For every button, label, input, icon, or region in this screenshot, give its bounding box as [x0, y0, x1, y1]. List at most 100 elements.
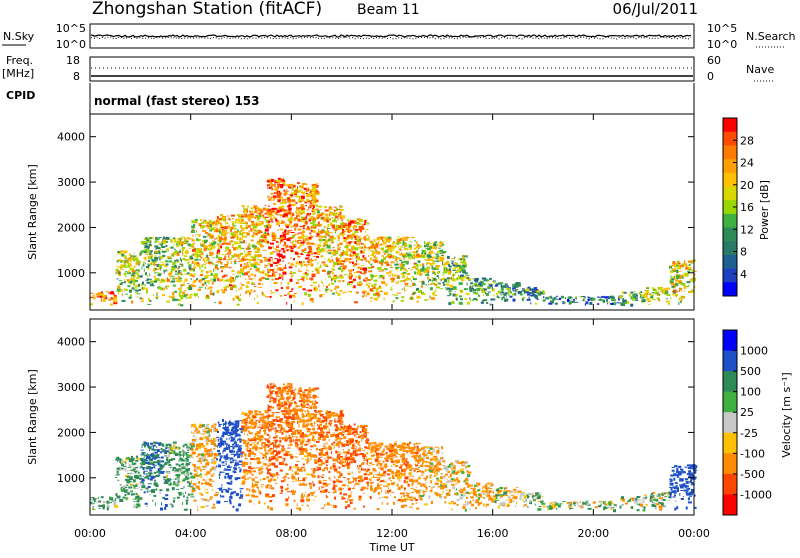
scatter-cell — [244, 250, 245, 252]
scatter-cell — [241, 214, 244, 216]
scatter-cell — [113, 502, 116, 505]
scatter-cell — [293, 272, 296, 274]
scatter-cell — [235, 477, 237, 479]
scatter-cell — [117, 289, 120, 292]
scatter-cell — [684, 261, 686, 262]
scatter-cell — [302, 231, 305, 233]
scatter-cell — [292, 188, 294, 191]
scatter-cell — [387, 245, 391, 247]
scatter-cell — [307, 226, 309, 229]
scatter-cell — [183, 493, 184, 495]
cpid-text: normal (fast stereo) 153 — [94, 94, 260, 108]
scatter-cell — [222, 455, 223, 457]
scatter-cell — [397, 242, 398, 245]
scatter-cell — [232, 218, 234, 219]
scatter-cell — [287, 249, 289, 251]
scatter-cell — [530, 302, 531, 304]
scatter-cell — [193, 424, 196, 427]
scatter-cell — [115, 477, 117, 478]
scatter-cell — [432, 257, 435, 259]
scatter-cell — [332, 268, 334, 269]
scatter-cell — [301, 265, 303, 267]
scatter-cell — [691, 263, 692, 264]
scatter-cell — [124, 279, 125, 281]
scatter-cell — [671, 278, 674, 280]
scatter-cell — [180, 250, 181, 251]
scatter-cell — [160, 466, 164, 468]
scatter-cell — [220, 453, 221, 455]
scatter-cell — [224, 238, 227, 240]
scatter-cell — [202, 284, 204, 286]
scatter-cell — [293, 244, 296, 246]
scatter-cell — [325, 279, 326, 280]
scatter-cell — [350, 292, 352, 293]
scatter-cell — [202, 230, 206, 232]
scatter-cell — [556, 296, 558, 297]
scatter-cell — [172, 487, 175, 490]
scatter-cell — [127, 259, 129, 262]
scatter-cell — [514, 293, 516, 295]
scatter-cell — [313, 230, 316, 233]
scatter-cell — [236, 426, 237, 427]
scatter-cell — [309, 232, 311, 234]
scatter-cell — [207, 227, 211, 229]
scatter-cell — [133, 256, 136, 257]
scatter-cell — [153, 448, 154, 450]
scatter-cell — [199, 433, 201, 434]
scatter-cell — [544, 300, 545, 302]
scatter-cell — [243, 475, 246, 476]
scatter-cell — [240, 264, 242, 267]
scatter-cell — [212, 507, 216, 509]
scatter-cell — [583, 297, 585, 299]
scatter-cell — [392, 278, 395, 280]
scatter-cell — [203, 479, 205, 481]
scatter-cell — [162, 255, 165, 257]
scatter-cell — [274, 197, 277, 199]
scatter-cell — [455, 267, 459, 268]
scatter-cell — [324, 206, 327, 208]
scatter-cell — [295, 239, 296, 242]
scatter-cell — [186, 502, 188, 505]
scatter-cell — [268, 225, 270, 227]
scatter-cell — [262, 457, 264, 459]
scatter-cell — [314, 217, 315, 220]
scatter-cell — [280, 217, 281, 218]
nave-tick-low: 0 — [707, 70, 714, 83]
scatter-cell — [291, 275, 294, 277]
scatter-cell — [275, 258, 278, 259]
scatter-cell — [146, 454, 149, 456]
scatter-cell — [233, 247, 236, 250]
scatter-cell — [265, 239, 268, 242]
scatter-cell — [349, 225, 351, 227]
scatter-cell — [413, 255, 415, 258]
scatter-cell — [218, 439, 219, 442]
scatter-cell — [157, 241, 159, 242]
scatter-cell — [346, 255, 349, 256]
scatter-cell — [146, 241, 150, 242]
scatter-cell — [219, 459, 221, 462]
scatter-cell — [210, 237, 212, 239]
scatter-cell — [144, 457, 145, 460]
scatter-cell — [442, 274, 444, 275]
nsky-trace — [91, 35, 691, 39]
scatter-cell — [130, 484, 133, 486]
scatter-cell — [473, 292, 476, 294]
scatter-cell — [684, 286, 687, 289]
nsky-line — [91, 35, 691, 37]
scatter-cell — [186, 237, 189, 238]
scatter-cell — [364, 220, 366, 223]
scatter-cell — [313, 200, 316, 201]
scatter-cell — [301, 213, 302, 215]
scatter-cell — [370, 297, 372, 299]
scatter-cell — [219, 254, 220, 255]
scatter-cell — [239, 288, 240, 290]
scatter-cell — [320, 242, 322, 243]
scatter-cell — [190, 493, 191, 495]
scatter-cell — [183, 487, 185, 488]
scatter-cell — [153, 294, 154, 296]
scatter-cell — [315, 259, 317, 261]
scatter-cell — [676, 291, 679, 292]
scatter-cell — [387, 240, 390, 242]
scatter-cell — [335, 231, 336, 233]
scatter-cell — [280, 295, 282, 297]
